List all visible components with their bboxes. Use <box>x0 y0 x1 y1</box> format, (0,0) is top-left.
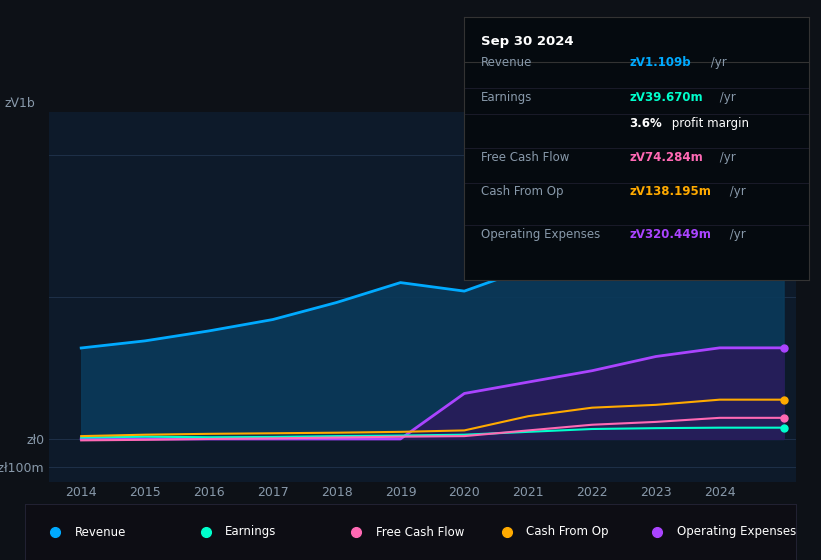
Text: /yr: /yr <box>726 185 745 198</box>
Text: Earnings: Earnings <box>481 91 533 104</box>
Text: zᐯ1.109b: zᐯ1.109b <box>630 57 691 69</box>
Text: zᐯ74.284m: zᐯ74.284m <box>630 151 703 164</box>
Text: profit margin: profit margin <box>668 117 749 130</box>
Text: zᐯ138.195m: zᐯ138.195m <box>630 185 711 198</box>
Text: zᐯ39.670m: zᐯ39.670m <box>630 91 703 104</box>
Text: Free Cash Flow: Free Cash Flow <box>481 151 570 164</box>
Text: Cash From Op: Cash From Op <box>526 525 608 539</box>
Text: Operating Expenses: Operating Expenses <box>677 525 796 539</box>
Text: Earnings: Earnings <box>225 525 277 539</box>
Text: Operating Expenses: Operating Expenses <box>481 227 600 241</box>
Text: Revenue: Revenue <box>75 525 126 539</box>
Text: zᐯ1b: zᐯ1b <box>4 97 35 110</box>
Text: /yr: /yr <box>707 57 727 69</box>
Text: /yr: /yr <box>716 151 736 164</box>
Text: Cash From Op: Cash From Op <box>481 185 563 198</box>
Text: Free Cash Flow: Free Cash Flow <box>376 525 464 539</box>
Text: 3.6%: 3.6% <box>630 117 662 130</box>
Text: /yr: /yr <box>716 91 736 104</box>
Text: Sep 30 2024: Sep 30 2024 <box>481 35 574 48</box>
Text: /yr: /yr <box>726 227 745 241</box>
Text: Revenue: Revenue <box>481 57 533 69</box>
Text: zᐯ320.449m: zᐯ320.449m <box>630 227 711 241</box>
